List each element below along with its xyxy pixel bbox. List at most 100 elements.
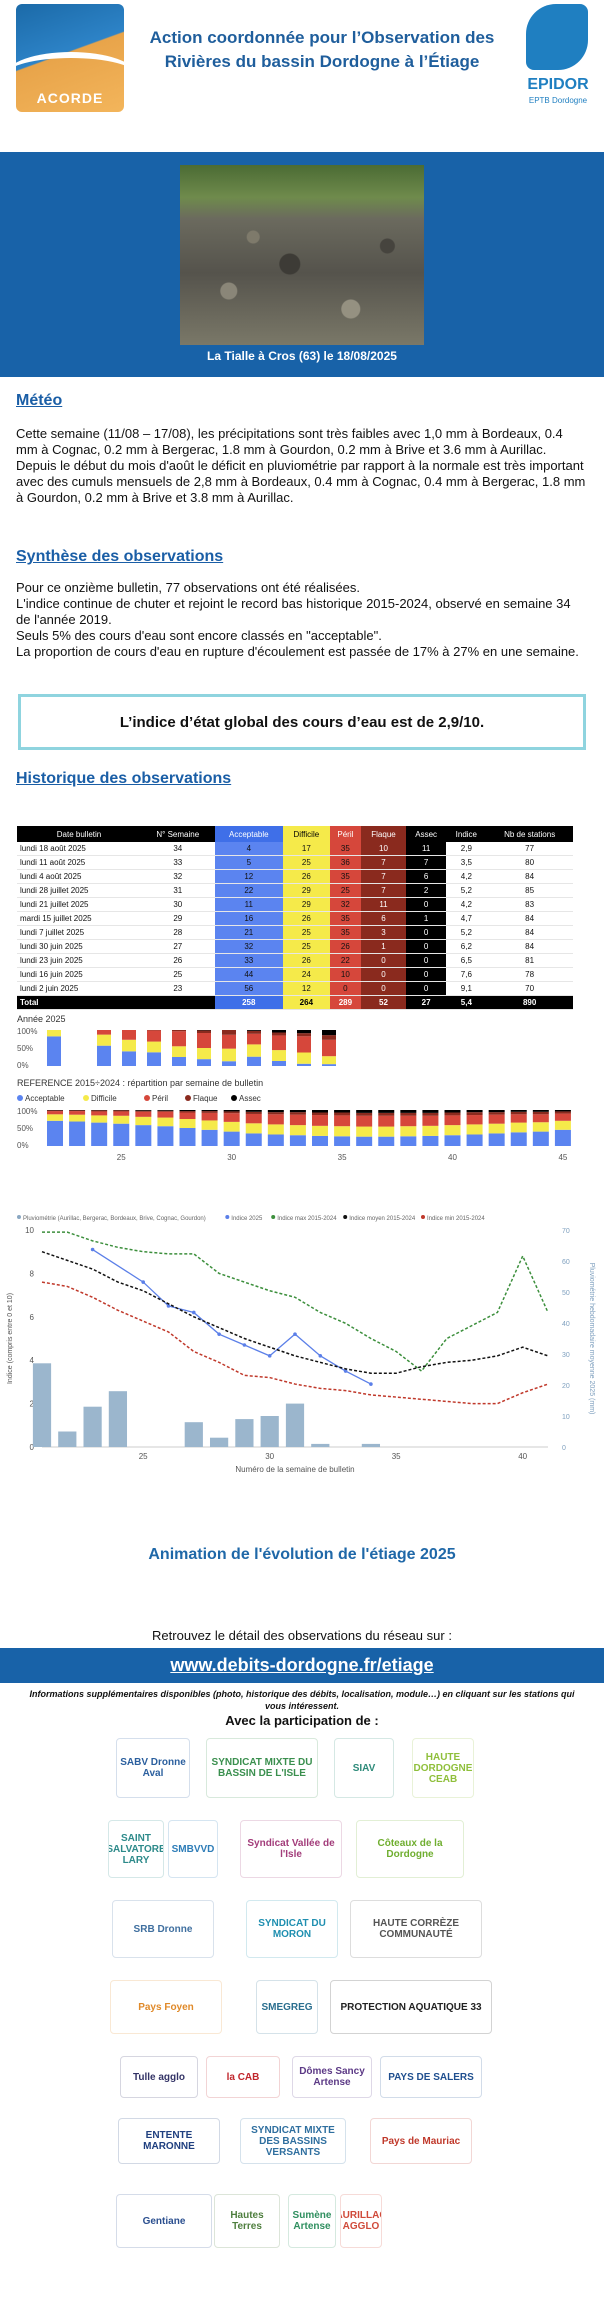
legend-dot: [185, 1095, 191, 1101]
animation-title[interactable]: Animation de l'évolution de l'étiage 202…: [148, 1546, 456, 1563]
bar-segment-acceptable: [91, 1122, 108, 1146]
bar-segment-assec: [488, 1110, 505, 1113]
bar-segment-flaque: [172, 1030, 186, 1032]
synthese-paragraph-2: L'indice continue de chuter et rejoint l…: [16, 596, 571, 627]
ytick-label: 4: [30, 1356, 35, 1365]
bar-segment-péril: [201, 1112, 218, 1121]
partner-logo: Hautes Terres: [214, 2194, 280, 2248]
legend-label: Assec: [239, 1094, 261, 1103]
partner-logo-label: Tulle agglo: [132, 2071, 186, 2083]
bar-segment-flaque: [488, 1112, 505, 1115]
cell-date: mardi 15 juillet 2025: [17, 911, 141, 926]
ytick-label: 0%: [17, 1061, 29, 1070]
partner-logo-label: SIAV: [352, 1762, 376, 1774]
line-legend-label: Indice moyen 2015-2024: [349, 1216, 416, 1222]
bar-segment-acceptable: [47, 1036, 61, 1066]
cell-peril: 26: [329, 939, 362, 954]
etiage-site-link[interactable]: www.debits-dordogne.fr/etiage: [170, 1655, 434, 1675]
legend-dot: [144, 1095, 150, 1101]
partner-logo: Pays Foyen: [110, 1980, 222, 2034]
cell-stations: 84: [486, 911, 573, 926]
bar-segment-acceptable: [422, 1135, 439, 1146]
bar-segment-péril: [157, 1111, 174, 1118]
series-line-indice-min: [41, 1281, 549, 1405]
bar-segment-péril: [322, 1039, 336, 1057]
cell-semaine: 26: [141, 953, 215, 968]
line-legend-label: Indice max 2015-2024: [277, 1216, 337, 1222]
cell-semaine: 31: [141, 883, 215, 898]
cell-semaine: 28: [141, 925, 215, 940]
cell-indice: 4,2: [446, 869, 487, 884]
cell-flaque: 7: [361, 855, 406, 870]
bar-segment-flaque: [444, 1112, 461, 1116]
xtick-label: 45: [558, 1153, 567, 1162]
cell-indice: 7,6: [446, 967, 487, 982]
series-line-indice-max: [42, 1231, 549, 1373]
series-point: [141, 1280, 145, 1284]
partner-logo: SMBVVD: [168, 1820, 218, 1878]
series-point: [318, 1354, 323, 1358]
col-header-assec: Assec: [405, 826, 447, 842]
cell-peril: 25: [329, 883, 362, 898]
table-row: lundi 28 juillet 2025 31 22 29 25 7 2 5,2 85: [17, 883, 573, 898]
partner-logo-label: Syndicat Vallée de l'Isle: [247, 1838, 335, 1860]
meteo-paragraph-1: Cette semaine (11/08 – 17/08), les préci…: [16, 426, 563, 457]
cell-acceptable: 21: [214, 925, 284, 940]
bar-segment-acceptable: [466, 1134, 483, 1146]
bar-segment-flaque: [334, 1112, 351, 1116]
legend-label: Difficile: [91, 1094, 117, 1103]
y2tick-label: 30: [562, 1352, 570, 1359]
series-point: [166, 1304, 171, 1308]
bar-segment-péril: [400, 1115, 417, 1127]
series-point: [343, 1369, 348, 1373]
bar-segment-flaque: [69, 1110, 86, 1112]
series-point: [293, 1332, 297, 1336]
bar-segment-difficile: [444, 1125, 461, 1136]
col-header-stations: Nb de stations: [486, 826, 573, 842]
historique-table: Date bulletin N° Semaine Acceptable Diff…: [17, 826, 573, 1010]
bar-segment-difficile: [197, 1048, 211, 1060]
bar-segment-flaque: [422, 1112, 439, 1116]
col-header-acceptable: Acceptable: [214, 826, 284, 842]
legend-marker: [343, 1215, 348, 1219]
col-header-difficile: Difficile: [283, 826, 330, 842]
line-legend-label: Indice min 2015-2024: [427, 1216, 485, 1222]
bar-segment-péril: [356, 1115, 373, 1127]
bar-segment-flaque: [466, 1112, 483, 1116]
cell-peril: 10: [329, 967, 362, 982]
xtick-label: 25: [117, 1153, 126, 1162]
partner-logo-label: Pays Foyen: [138, 2001, 194, 2013]
bar-segment-flaque: [272, 1032, 286, 1036]
bar-segment-péril: [466, 1115, 483, 1125]
bar-segment-difficile: [356, 1126, 373, 1137]
partner-logo: Syndicat Vallée de l'Isle: [240, 1820, 342, 1878]
partner-logo: Dômes Sancy Artense: [292, 2056, 372, 2098]
cell-peril: 0: [329, 981, 362, 996]
bar-segment-péril: [135, 1111, 152, 1117]
col-header-indice: Indice: [446, 826, 487, 842]
x-axis-label: Numéro de la semaine de bulletin: [235, 1465, 354, 1474]
cell-date: lundi 30 juin 2025: [17, 939, 141, 954]
bar-segment-péril: [223, 1113, 240, 1122]
cell-acceptable: 11: [214, 897, 284, 912]
bar-segment-difficile: [222, 1048, 236, 1062]
bar-segment-assec: [400, 1110, 417, 1113]
ytick-label: 8: [30, 1269, 35, 1278]
legend-marker: [17, 1215, 21, 1219]
rain-bar: [311, 1443, 330, 1447]
bar-segment-péril: [122, 1030, 136, 1040]
bar-segment-difficile: [554, 1120, 571, 1130]
y2tick-label: 0: [562, 1445, 566, 1452]
cell-peril: 35: [329, 842, 362, 856]
bar-segment-péril: [312, 1115, 328, 1126]
table-row: lundi 7 juillet 2025 28 21 25 35 3 0 5,2 84: [17, 925, 573, 940]
rain-bar: [32, 1363, 52, 1447]
meteo-heading: Météo: [16, 392, 63, 409]
bar-segment-difficile: [97, 1034, 111, 1046]
bar-segment-péril: [97, 1030, 111, 1035]
cell-difficile: 17: [283, 842, 330, 856]
bar-segment-difficile: [179, 1119, 196, 1128]
bar-segment-acceptable: [554, 1129, 571, 1146]
bar-segment-péril: [267, 1114, 284, 1125]
